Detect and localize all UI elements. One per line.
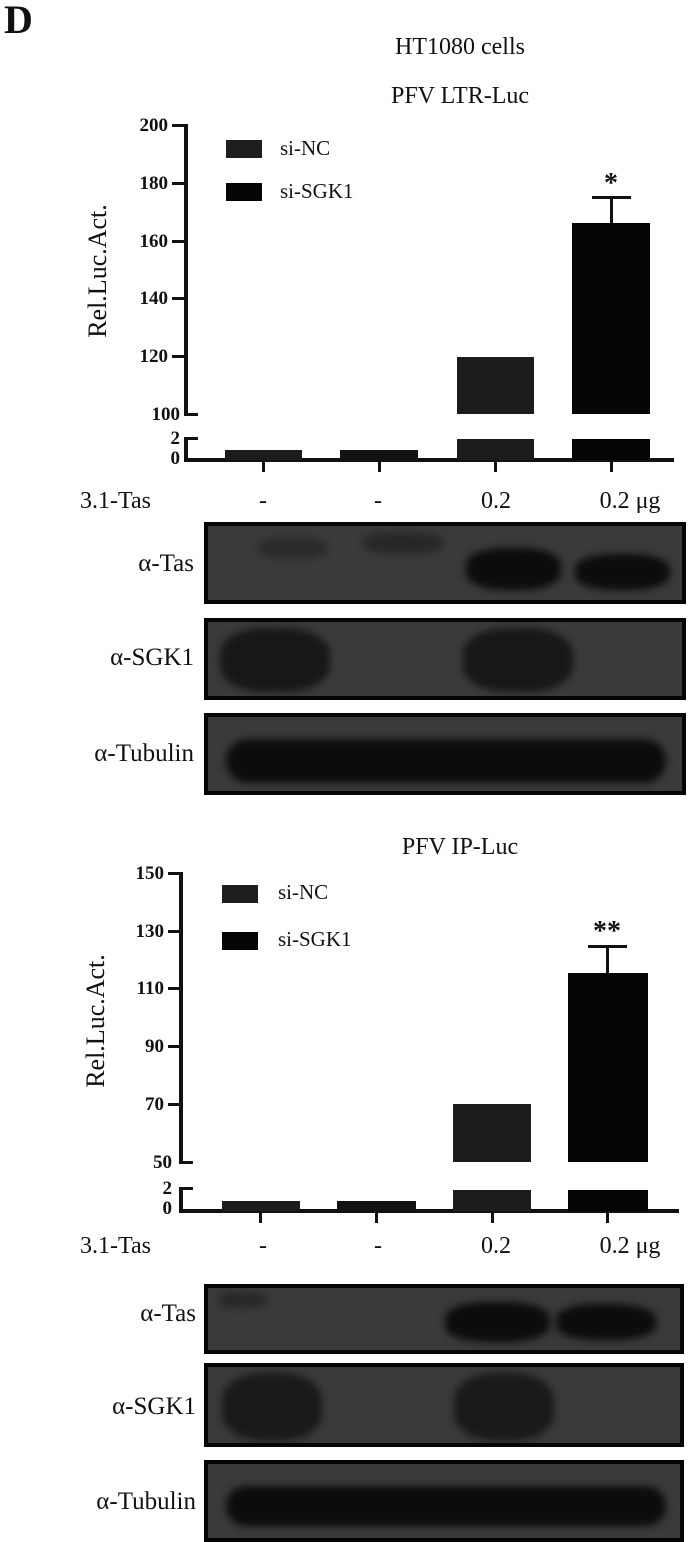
- tick: [184, 437, 198, 440]
- significance-marker: **: [593, 916, 621, 947]
- x-tick: [610, 460, 613, 472]
- blot-label: α-Tubulin: [94, 740, 194, 767]
- tick: [168, 1045, 182, 1048]
- tick-label: 0: [170, 448, 181, 469]
- legend-swatch-si-nc: [226, 140, 262, 158]
- x-axis: [184, 458, 674, 462]
- tick-label: 110: [136, 978, 164, 999]
- tick-label: 180: [139, 173, 169, 194]
- bar-upper: [453, 1104, 531, 1162]
- blot-tubulin: [204, 1460, 684, 1542]
- lane-label: -: [374, 1233, 382, 1259]
- lane-label: -: [259, 488, 267, 514]
- blot-tas: [204, 522, 686, 604]
- error-bar: [610, 197, 613, 224]
- blot-sgk1: [204, 1363, 684, 1447]
- tick: [168, 930, 182, 933]
- x-tick: [491, 1211, 494, 1223]
- tick: [172, 355, 186, 358]
- y-axis-upper: [184, 124, 188, 415]
- blot-sgk1: [204, 618, 686, 700]
- bar: [337, 1201, 416, 1211]
- tick-label: 2: [162, 1178, 173, 1199]
- lane-label: 0.2: [481, 1233, 511, 1259]
- blot-tas: [204, 1284, 684, 1354]
- tick: [172, 297, 186, 300]
- lane-label: 0.2 μg: [599, 488, 661, 514]
- tick: [184, 413, 198, 416]
- bar-upper: [568, 973, 648, 1162]
- blot-label: α-Tas: [138, 550, 194, 577]
- tick: [172, 124, 186, 127]
- legend-label: si-SGK1: [280, 179, 354, 203]
- y-axis-upper: [179, 872, 183, 1163]
- blot-tubulin: [204, 713, 686, 795]
- legend-swatch-si-sgk1: [222, 932, 258, 950]
- x-tick: [262, 460, 265, 472]
- tick-label: 120: [139, 346, 169, 367]
- x-tick: [375, 1211, 378, 1223]
- lane-label: -: [374, 488, 382, 514]
- bar: [222, 1201, 300, 1211]
- tick: [172, 182, 186, 185]
- lane-label: 0.2: [481, 488, 511, 514]
- x-tick: [606, 1211, 609, 1223]
- tick-label: 50: [153, 1152, 172, 1173]
- blot-label: α-SGK1: [112, 1393, 196, 1420]
- x-axis: [179, 1209, 679, 1213]
- lane-label: -: [259, 1233, 267, 1259]
- tick: [179, 1161, 193, 1164]
- treatment-label: 3.1-Tas: [80, 1233, 151, 1259]
- x-tick: [494, 460, 497, 472]
- chart-title: PFV LTR-Luc: [390, 83, 530, 109]
- bar-upper: [572, 223, 650, 414]
- bar-lower: [572, 439, 650, 460]
- x-tick: [259, 1211, 262, 1223]
- tick-label: 200: [139, 115, 169, 136]
- tick-label: 70: [145, 1094, 164, 1115]
- y-axis-lower: [184, 437, 188, 462]
- bar-lower: [453, 1190, 531, 1211]
- tick-label: 150: [135, 863, 165, 884]
- blot-label: α-SGK1: [110, 644, 194, 671]
- significance-marker: *: [604, 168, 618, 199]
- tick: [168, 872, 182, 875]
- figure-title: HT1080 cells: [395, 34, 525, 60]
- legend-label: si-NC: [280, 136, 331, 160]
- legend-swatch-si-nc: [222, 885, 258, 903]
- tick-label: 160: [139, 231, 169, 252]
- x-tick: [378, 460, 381, 472]
- tick-label: 100: [151, 404, 181, 425]
- tick-label: 2: [170, 428, 181, 449]
- error-cap: [588, 945, 627, 948]
- bar: [340, 450, 418, 460]
- lane-label: 0.2 μg: [599, 1233, 661, 1259]
- legend-label: si-NC: [278, 880, 329, 904]
- bar-lower: [568, 1190, 648, 1211]
- tick-label: 130: [135, 921, 165, 942]
- tick-label: 0: [162, 1198, 173, 1219]
- bar: [225, 450, 302, 460]
- treatment-label: 3.1-Tas: [80, 488, 151, 514]
- legend-label: si-SGK1: [278, 927, 352, 951]
- bar-upper: [457, 357, 534, 414]
- legend-swatch-si-sgk1: [226, 183, 262, 201]
- tick: [172, 240, 186, 243]
- tick: [168, 1103, 182, 1106]
- error-cap: [592, 196, 631, 199]
- panel-letter: D: [4, 0, 33, 42]
- tick: [168, 987, 182, 990]
- tick-label: 90: [145, 1036, 164, 1057]
- chart-title: PFV IP-Luc: [401, 834, 519, 860]
- error-bar: [606, 946, 609, 974]
- y-axis-lower: [179, 1187, 183, 1213]
- tick: [179, 1187, 193, 1190]
- blot-label: α-Tas: [140, 1300, 196, 1327]
- tick-label: 140: [139, 288, 169, 309]
- blot-label: α-Tubulin: [96, 1488, 196, 1515]
- bar-lower: [457, 439, 534, 460]
